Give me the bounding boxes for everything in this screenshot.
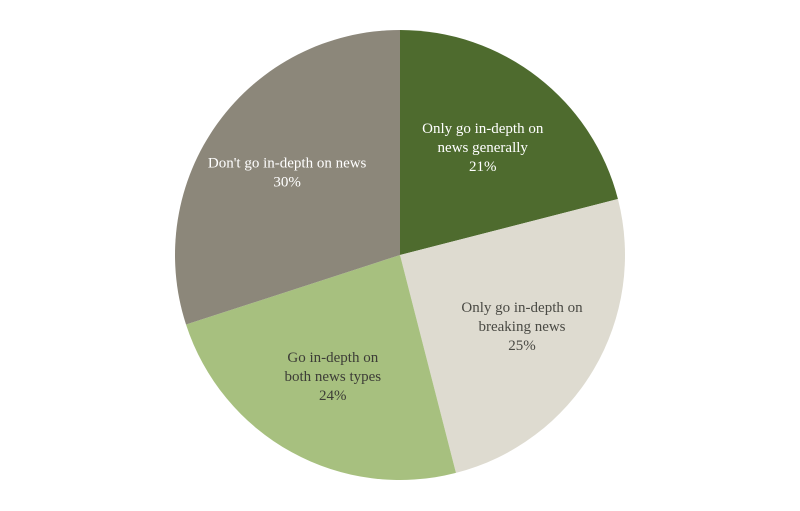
- pie-chart: Only go in-depth on news generally 21%On…: [0, 0, 800, 511]
- pie-svg: [0, 0, 800, 511]
